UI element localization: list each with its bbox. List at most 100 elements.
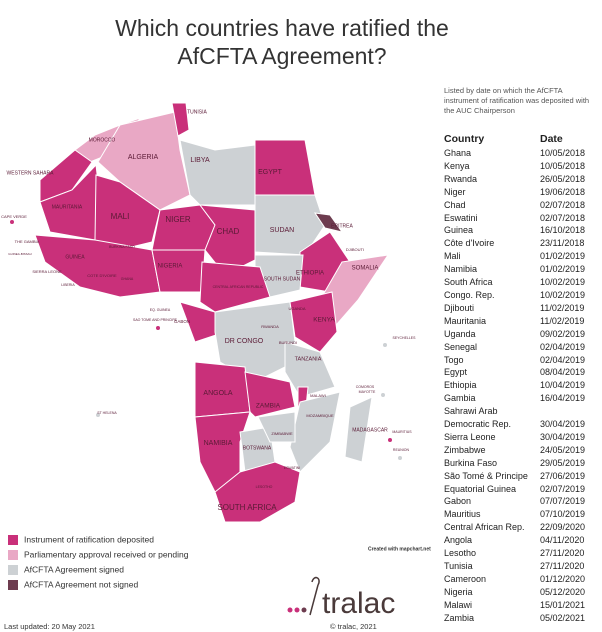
country-cell: Djibouti <box>444 302 475 313</box>
table-row: Sahrawi Arab Democratic Rep. 30/04/2019 <box>444 405 594 431</box>
legend-swatch <box>8 580 18 590</box>
footer-updated: Last updated: 20 May 2021 <box>4 622 95 631</box>
map-label: GUINEA <box>65 254 85 260</box>
date-cell: 02/07/2018 <box>540 212 586 223</box>
map-label: DJIBOUTI <box>346 247 364 252</box>
country-shape <box>313 212 344 233</box>
date-cell: 27/11/2020 <box>540 548 585 559</box>
map-label: MAURITIUS <box>392 430 412 434</box>
country-cell: São Tomé & Principe <box>444 470 528 481</box>
map-label: ETHIOPIA <box>296 271 324 277</box>
table-row: Niger 19/06/2018 <box>444 186 594 199</box>
table-row: Zambia 05/02/2021 <box>444 612 594 625</box>
country-cell: Mauritania <box>444 315 487 326</box>
date-cell: 02/07/2018 <box>540 199 586 210</box>
map-label: ANGOLA <box>203 390 233 397</box>
country-cell: Congo. Rep. <box>444 289 495 300</box>
legend-label: AfCFTA Agreement signed <box>24 564 124 574</box>
table-row: Senegal 02/04/2019 <box>444 341 594 354</box>
country-cell: Cameroon <box>444 573 487 584</box>
table-row: Côte d'Ivoire 23/11/2018 <box>444 237 594 250</box>
legend-swatch <box>8 550 18 560</box>
table-row: Djibouti 11/02/2019 <box>444 302 594 315</box>
table-row: Sierra Leone 30/04/2019 <box>444 431 594 444</box>
map-label: BOTSWANA <box>243 445 272 451</box>
country-cell: Mali <box>444 251 461 262</box>
date-cell: 23/11/2018 <box>540 238 585 249</box>
date-cell: 10/04/2019 <box>540 380 586 391</box>
table-row: Equatorial Guinea 02/07/2019 <box>444 483 594 496</box>
map-label: WESTERN SAHARA <box>7 170 55 176</box>
date-cell: 07/07/2019 <box>540 496 586 507</box>
date-cell: 30/04/2019 <box>540 419 586 430</box>
map-label: TUNISIA <box>187 109 207 115</box>
table-row: Namibia 01/02/2019 <box>444 263 594 276</box>
country-cell: South Africa <box>444 277 493 288</box>
island <box>381 393 385 397</box>
country-shape <box>34 234 161 298</box>
country-shape <box>199 261 271 313</box>
table-row: Gambia 16/04/2019 <box>444 392 594 405</box>
map-label: NAMIBIA <box>204 440 233 447</box>
map-label: RWANDA <box>261 324 279 329</box>
country-cell: Equatorial Guinea <box>444 483 517 494</box>
date-cell: 11/02/2019 <box>540 315 585 326</box>
map-label: BURKINA FASO <box>109 245 135 249</box>
map-label: CAPE VERDE <box>1 214 27 219</box>
country-cell: Ghana <box>444 148 472 158</box>
table-row: Central African Rep. 22/09/2020 <box>444 521 594 534</box>
table-row: Chad 02/07/2018 <box>444 199 594 212</box>
country-shape <box>289 291 338 353</box>
island <box>388 438 392 442</box>
country-shape <box>151 249 206 293</box>
date-cell: 10/02/2019 <box>540 277 586 288</box>
country-cell: Gabon <box>444 496 472 507</box>
country-cell: Chad <box>444 199 466 210</box>
date-cell: 02/07/2019 <box>540 483 586 494</box>
map-label: NIGER <box>165 215 191 224</box>
country-cell: Côte d'Ivoire <box>444 238 495 249</box>
country-cell: Sierra Leone <box>444 431 496 442</box>
map-label: CENTRAL AFRICAN REPUBLIC <box>213 285 264 289</box>
country-cell: Niger <box>444 186 466 197</box>
map-label: ST HELENA <box>97 411 117 415</box>
column-header: Country <box>444 133 485 145</box>
table-row: Angola 04/11/2020 <box>444 534 594 547</box>
date-cell: 22/09/2020 <box>540 522 586 533</box>
legend-label: AfCFTA Agreement not signed <box>24 579 138 589</box>
map-label: COMOROS <box>356 385 375 389</box>
country-cell: Nigeria <box>444 586 473 597</box>
title: Which countries have ratified the AfCFTA… <box>115 15 449 69</box>
map-label: ZIMBABWE <box>271 431 293 436</box>
date-cell: 15/01/2021 <box>540 599 586 610</box>
map-label: MALI <box>111 212 130 221</box>
date-cell: 05/12/2020 <box>540 586 586 597</box>
map-label: SOUTH AFRICA <box>217 503 277 512</box>
map-label: KENYA <box>313 317 335 324</box>
date-cell: 09/02/2019 <box>540 328 586 339</box>
table-row: South Africa 10/02/2019 <box>444 276 594 289</box>
country-shape <box>254 194 326 256</box>
table-row: Malawi 15/01/2021 <box>444 599 594 612</box>
country-shape <box>254 139 316 196</box>
map-label: COTE D'IVOIRE <box>87 273 117 278</box>
table-row: Lesotho 27/11/2020 <box>444 547 594 560</box>
country-cell: Senegal <box>444 341 478 352</box>
logo-mark <box>309 576 320 616</box>
table-row: Mauritania 11/02/2019 <box>444 315 594 328</box>
map-label: SIERRA LEONE <box>32 269 62 274</box>
map-label: EGYPT <box>258 169 282 176</box>
date-cell: 24/05/2019 <box>540 444 586 455</box>
island <box>10 220 14 224</box>
map-label: LESOTHO <box>256 485 273 489</box>
map-label: EQ. GUINEA <box>150 308 171 312</box>
logo: tralac <box>322 587 395 620</box>
map-label: BURUNDI <box>279 340 297 345</box>
country-cell: Sahrawi Arab Democratic Rep. <box>444 406 512 430</box>
map-credit: Created with mapchart.net <box>368 546 431 552</box>
map-label: REUNION <box>393 448 410 452</box>
legend-swatch <box>8 565 18 575</box>
map-label: MAURITANIA <box>52 204 83 210</box>
